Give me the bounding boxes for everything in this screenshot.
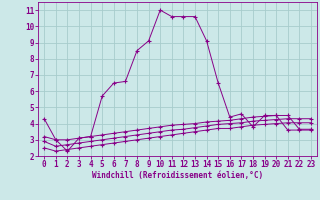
X-axis label: Windchill (Refroidissement éolien,°C): Windchill (Refroidissement éolien,°C) xyxy=(92,171,263,180)
